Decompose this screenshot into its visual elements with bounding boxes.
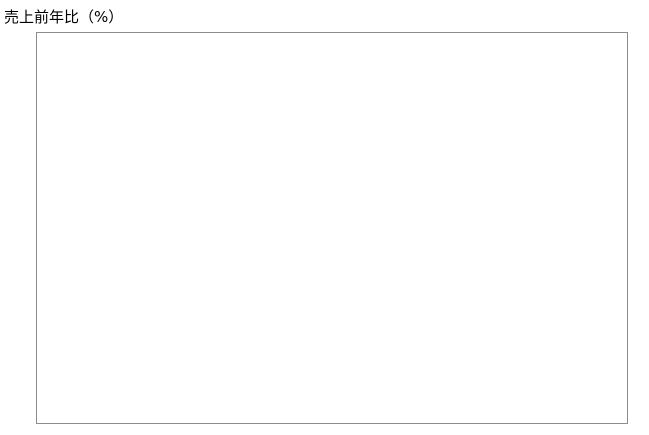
x-tick-label: 2016年8月 (90, 369, 124, 403)
data-point (178, 291, 188, 301)
x-tick-label: 9月 (141, 370, 156, 385)
data-label: 174.5 (580, 205, 608, 217)
data-label: 124.8 (264, 245, 292, 257)
y-tick-labels: 0 50 100 150 200 250 300 350 (79, 83, 96, 372)
data-label: 92.9 (204, 270, 225, 282)
data-label: 142.8 (391, 231, 419, 243)
x-tick-label: 5月 (394, 370, 409, 385)
data-point (558, 211, 568, 221)
axes (103, 87, 611, 369)
data-label: 108.3 (233, 290, 261, 302)
data-label: 170.2 (486, 241, 514, 253)
data-point (463, 237, 473, 247)
y-tick-label: 350 (79, 83, 96, 94)
data-label: 187.3 (549, 227, 577, 239)
series-line (119, 214, 595, 308)
data-point (115, 302, 125, 312)
data-label: 73.4 (109, 318, 131, 330)
data-point (210, 286, 220, 296)
data-point (273, 261, 283, 271)
data-point (431, 248, 441, 258)
x-tick-label: 8月 (489, 370, 504, 385)
data-point (399, 247, 409, 257)
data-label: 186.4 (517, 196, 545, 208)
data-point (241, 274, 251, 284)
page-heading: 売上前年比（%） (4, 8, 124, 26)
data-point (526, 212, 536, 222)
data-label: 86.8 (172, 307, 193, 319)
chart-title: 売上前比 (294, 47, 366, 69)
y-tick-label: 300 (79, 122, 96, 133)
x-tick-label: 2017年1月 (248, 369, 282, 403)
data-point (305, 273, 315, 283)
y-tick-label: 0 (90, 361, 96, 372)
data-label: 109.6 (296, 289, 324, 301)
data-point (589, 221, 599, 231)
x-tick-label: 10月 (169, 370, 187, 388)
data-label: 122.9 (359, 278, 387, 290)
x-tick-label: 7月 (457, 370, 472, 385)
data-label: 154.9 (454, 221, 482, 233)
data-label: 124.6 (327, 245, 355, 257)
x-tick-label: 11月 (581, 370, 599, 388)
x-tick-label: 10月 (549, 370, 567, 388)
data-label: 141.4 (422, 264, 450, 276)
data-point (146, 289, 156, 299)
x-tick-label: 4月 (362, 370, 377, 385)
data-label: 89.9 (141, 273, 162, 285)
x-tick-label: 12月 (232, 370, 250, 388)
y-tick-label: 50 (85, 321, 97, 332)
data-point (368, 262, 378, 272)
data-point (494, 225, 504, 235)
y-tick-label: 150 (79, 241, 96, 252)
y-tick-label: 100 (79, 281, 96, 292)
x-tick-label: 6月 (425, 370, 440, 385)
y-tick-label: 200 (79, 202, 96, 213)
series-line (119, 214, 595, 308)
data-point (336, 261, 346, 271)
y-tick-label: 250 (79, 162, 96, 173)
x-tick-label: 9月 (520, 370, 535, 385)
x-tick-label: 11月 (201, 370, 219, 388)
x-tick-label: 3月 (330, 370, 345, 385)
x-tick-label: 2月 (299, 370, 314, 385)
